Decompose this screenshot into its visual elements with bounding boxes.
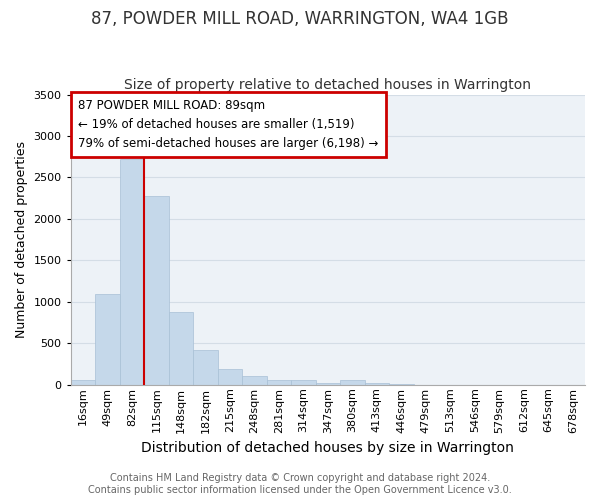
Bar bbox=[119, 159, 144, 385]
Bar bbox=[95, 294, 119, 385]
Bar bbox=[365, 382, 389, 385]
Bar bbox=[71, 380, 95, 385]
Bar bbox=[291, 380, 316, 385]
Title: Size of property relative to detached houses in Warrington: Size of property relative to detached ho… bbox=[124, 78, 532, 92]
Bar bbox=[389, 384, 413, 385]
Y-axis label: Number of detached properties: Number of detached properties bbox=[15, 141, 28, 338]
Text: 87 POWDER MILL ROAD: 89sqm
← 19% of detached houses are smaller (1,519)
79% of s: 87 POWDER MILL ROAD: 89sqm ← 19% of deta… bbox=[79, 99, 379, 150]
Bar bbox=[340, 380, 365, 385]
Bar bbox=[144, 196, 169, 385]
Bar bbox=[316, 382, 340, 385]
X-axis label: Distribution of detached houses by size in Warrington: Distribution of detached houses by size … bbox=[142, 441, 514, 455]
Text: 87, POWDER MILL ROAD, WARRINGTON, WA4 1GB: 87, POWDER MILL ROAD, WARRINGTON, WA4 1G… bbox=[91, 10, 509, 28]
Bar bbox=[218, 368, 242, 385]
Bar bbox=[169, 312, 193, 385]
Bar bbox=[266, 380, 291, 385]
Bar bbox=[242, 376, 266, 385]
Bar bbox=[193, 350, 218, 385]
Text: Contains HM Land Registry data © Crown copyright and database right 2024.
Contai: Contains HM Land Registry data © Crown c… bbox=[88, 474, 512, 495]
